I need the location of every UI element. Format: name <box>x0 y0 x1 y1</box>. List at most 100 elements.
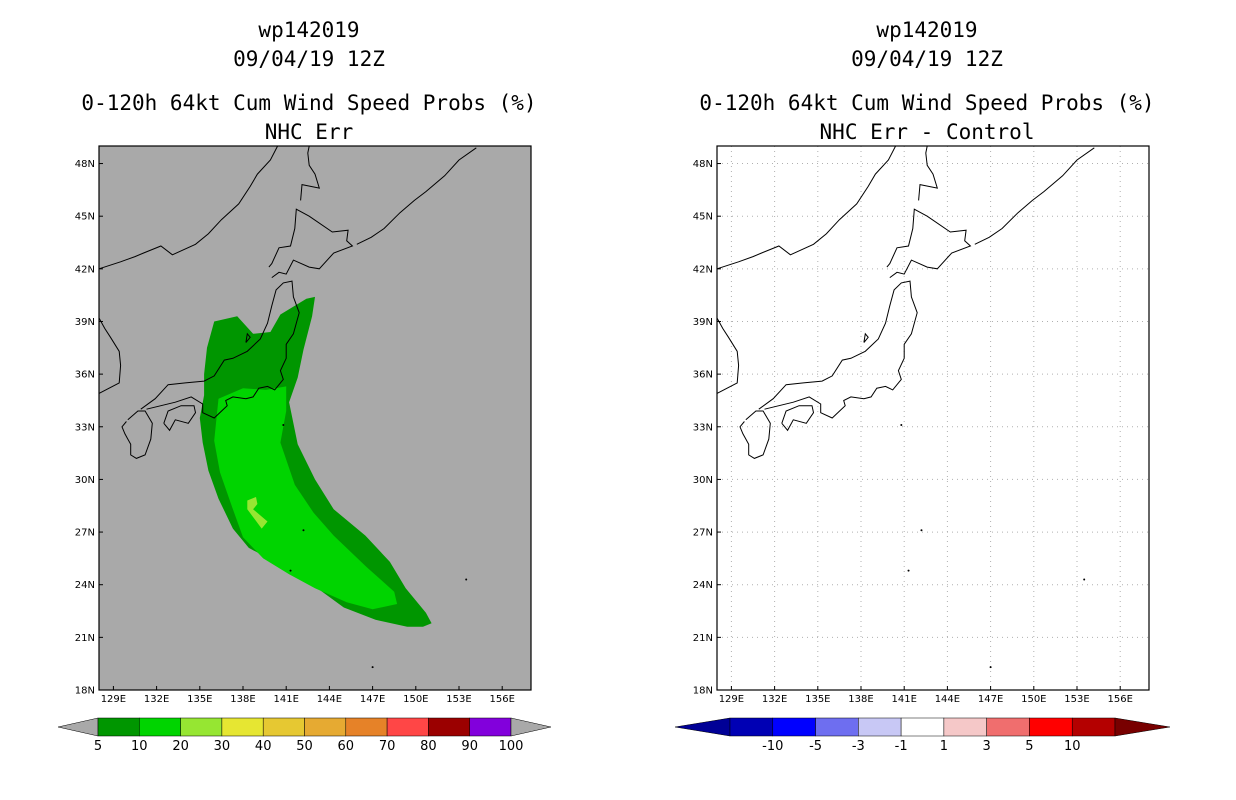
map-frame <box>98 145 532 691</box>
coastline <box>356 147 477 245</box>
colorbar-swatch <box>986 717 1030 737</box>
island <box>289 569 292 572</box>
coastline <box>758 280 918 419</box>
colorbar-swatch <box>858 717 902 737</box>
y-tick-label: 30N <box>693 475 713 486</box>
colorbar-label: 100 <box>499 739 524 754</box>
coastline <box>716 317 740 394</box>
coastline <box>716 145 897 270</box>
y-tick-label: 33N <box>75 422 95 433</box>
colorbar-swatch <box>1029 717 1073 737</box>
x-tick-label: 132E <box>762 694 787 705</box>
y-tick-label: 42N <box>75 264 95 275</box>
x-tick-label: 141E <box>273 694 298 705</box>
colorbar-label: -5 <box>809 739 822 754</box>
x-tick-label: 144E <box>935 694 960 705</box>
coastline <box>245 332 251 343</box>
colorbar-label: 50 <box>296 739 313 754</box>
colorbar-label: 5 <box>1025 739 1033 754</box>
x-tick-label: 150E <box>403 694 428 705</box>
left-panel: wp142019 09/04/19 12Z 0-120h 64kt Cum Wi… <box>57 18 552 754</box>
map-frame <box>716 145 1150 691</box>
colorbar-end-arrow <box>510 717 552 737</box>
method-title: NHC Err - Control <box>819 120 1035 144</box>
y-tick-label: 18N <box>693 686 713 697</box>
island <box>907 569 910 572</box>
island <box>302 529 305 532</box>
x-tick-label: 150E <box>1021 694 1046 705</box>
x-tick-label: 129E <box>719 694 744 705</box>
y-tick-label: 27N <box>75 528 95 539</box>
coastline <box>863 332 869 343</box>
colorbar-label: 20 <box>172 739 189 754</box>
storm-id-title: wp142019 <box>258 18 360 42</box>
y-tick-label: 24N <box>75 580 95 591</box>
colorbar-swatch <box>262 717 305 737</box>
y-tick-label: 30N <box>75 475 95 486</box>
x-tick-label: 156E <box>1107 694 1132 705</box>
date-title: 09/04/19 12Z <box>233 47 385 71</box>
colorbar-swatch <box>900 717 945 737</box>
product-title: 0-120h 64kt Cum Wind Speed Probs (%) <box>81 91 537 115</box>
colorbar-label: -1 <box>895 739 908 754</box>
coastline <box>918 145 939 201</box>
colorbar-label: 70 <box>379 739 396 754</box>
y-tick-label: 27N <box>693 528 713 539</box>
colorbar-swatch <box>469 717 512 737</box>
coastline <box>121 410 153 459</box>
difference-map: 129E 132E 135E 138E 141E 144E 147E 150E 153E 156E… <box>674 145 1171 754</box>
y-tick-label: 18N <box>75 686 95 697</box>
x-tick-label: 138E <box>848 694 873 705</box>
probability-map: 129E 132E 135E 138E 141E 144E 147E 150E 153E 156E… <box>57 145 552 754</box>
coastline <box>98 145 279 270</box>
y-tick-label: 36N <box>693 370 713 381</box>
colorbar-swatch <box>97 717 140 737</box>
y-tick-label: 48N <box>693 159 713 170</box>
island <box>1083 578 1086 581</box>
probability-region-10-20 <box>214 386 398 610</box>
y-tick-label: 42N <box>693 264 713 275</box>
island <box>282 424 285 427</box>
island <box>465 578 468 581</box>
x-tick-label: 135E <box>805 694 830 705</box>
y-tick-label: 21N <box>693 633 713 644</box>
coastline <box>163 405 197 432</box>
island <box>371 666 374 669</box>
y-tick-label: 21N <box>75 633 95 644</box>
colorbar-swatch <box>428 717 470 737</box>
colorbar-swatch <box>943 717 987 737</box>
colorbar-start-arrow <box>674 717 731 737</box>
date-title: 09/04/19 12Z <box>851 47 1003 71</box>
coastline <box>140 280 300 419</box>
product-title: 0-120h 64kt Cum Wind Speed Probs (%) <box>699 91 1155 115</box>
map-background <box>717 146 1149 690</box>
coastline <box>739 410 771 459</box>
x-tick-label: 153E <box>446 694 471 705</box>
colorbar-label: 30 <box>214 739 231 754</box>
x-tick-label: 144E <box>317 694 342 705</box>
storm-id-title: wp142019 <box>876 18 978 42</box>
colorbar-label: -10 <box>762 739 783 754</box>
colorbar-start-arrow <box>57 717 99 737</box>
coastline <box>300 145 321 201</box>
x-tick-label: 147E <box>978 694 1003 705</box>
coastline <box>98 317 122 394</box>
colorbar-swatch <box>772 717 816 737</box>
colorbar-swatch <box>815 717 859 737</box>
x-tick-label: 147E <box>360 694 385 705</box>
coastline <box>886 208 972 279</box>
coastline <box>781 405 815 432</box>
colorbar-swatch <box>139 717 181 737</box>
probability-region-20-30 <box>247 497 268 529</box>
x-tick-label: 135E <box>187 694 212 705</box>
y-tick-label: 39N <box>75 317 95 328</box>
colorbar-label: 5 <box>94 739 102 754</box>
colorbar-swatch <box>1071 717 1116 737</box>
right-panel: wp142019 09/04/19 12Z 0-120h 64kt Cum Wi… <box>618 0 1236 800</box>
island <box>989 666 992 669</box>
y-tick-label: 36N <box>75 370 95 381</box>
y-tick-label: 45N <box>75 212 95 223</box>
island <box>900 424 903 427</box>
coastline <box>974 147 1095 245</box>
method-title: NHC Err <box>264 120 354 144</box>
